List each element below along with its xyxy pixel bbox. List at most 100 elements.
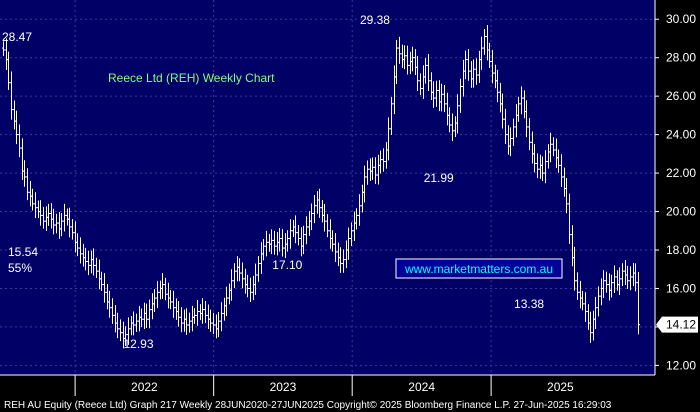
x-tick-label: 2022	[131, 380, 158, 394]
ohlc-bar	[552, 137, 555, 157]
ohlc-bar	[310, 203, 313, 231]
ohlc-bar	[549, 132, 552, 163]
ohlc-bar	[230, 269, 233, 301]
ohlc-bar	[467, 48, 470, 81]
ohlc-bar	[331, 230, 334, 252]
ohlc-bar	[209, 309, 212, 332]
annotation-label: 17.10	[272, 258, 302, 272]
ohlc-bar	[68, 207, 71, 238]
annotation-label: 15.54	[8, 245, 38, 259]
ohlc-bar	[573, 246, 576, 291]
ohlc-bar	[390, 97, 393, 135]
y-tick-label: 12.00	[666, 358, 696, 372]
ohlc-bar	[100, 271, 103, 291]
ohlc-bar	[350, 222, 353, 247]
ohlc-bar	[87, 250, 90, 276]
ohlc-bar	[60, 213, 63, 237]
ohlc-bar	[339, 247, 342, 273]
ohlc-bar	[347, 227, 350, 260]
ohlc-bar	[626, 265, 629, 289]
watermark-text[interactable]: www.marketmatters.com.au	[404, 262, 553, 276]
ohlc-bar	[544, 150, 547, 184]
ohlc-bar	[26, 168, 29, 201]
ohlc-bar	[47, 203, 50, 226]
last-price-marker: 14.12	[656, 316, 698, 333]
ohlc-bar	[233, 263, 236, 288]
ohlc-bar	[278, 228, 281, 252]
ohlc-bar	[581, 290, 584, 311]
annotation-label: 28.47	[2, 30, 32, 44]
ohlc-bar	[448, 107, 451, 133]
ohlc-bar	[406, 45, 409, 75]
ohlc-bar	[169, 289, 172, 310]
ohlc-bar	[31, 188, 34, 211]
ohlc-bar	[483, 28, 486, 55]
last-price-label: 14.12	[666, 318, 696, 332]
ohlc-bar	[427, 53, 430, 92]
gridlines	[0, 0, 655, 375]
ohlc-bar	[281, 229, 284, 257]
ohlc-bar	[395, 40, 398, 85]
ohlc-bar	[501, 93, 504, 129]
ohlc-bar	[140, 308, 143, 328]
ohlc-bar	[257, 255, 260, 282]
ohlc-bar	[382, 148, 385, 172]
annotation-label: 13.38	[514, 297, 544, 311]
ohlc-bar	[164, 277, 167, 301]
ohlc-bar	[613, 265, 616, 294]
y-tick-label: 24.00	[666, 128, 696, 142]
ohlc-bar	[602, 270, 605, 298]
y-tick-label: 20.00	[666, 205, 696, 219]
ohlc-bar	[297, 224, 300, 246]
ohlc-bar	[217, 311, 220, 338]
ohlc-bar	[379, 150, 382, 174]
ohlc-bar	[156, 281, 159, 309]
ohlc-bar	[286, 230, 289, 252]
ohlc-bar	[387, 117, 390, 161]
ohlc-bar	[456, 94, 459, 134]
ohlc-bar	[419, 73, 422, 96]
ohlc-bar	[435, 80, 438, 107]
ohlc-bar	[424, 58, 427, 84]
ohlc-bar	[212, 312, 215, 335]
ohlc-bar	[10, 71, 13, 120]
ohlc-bar	[238, 258, 241, 282]
y-tick-label: 28.00	[666, 51, 696, 65]
ohlc-bar	[416, 55, 419, 92]
ohlc-bar	[491, 50, 494, 84]
ohlc-bar	[533, 143, 536, 173]
ohlc-bar	[403, 45, 406, 70]
ohlc-bar	[220, 302, 223, 332]
ohlc-bar	[610, 274, 613, 298]
ohlc-bar	[318, 188, 321, 218]
x-axis: 2022 2023 2024 2025	[0, 374, 655, 396]
ohlc-bar	[34, 192, 37, 219]
ohlc-bar	[557, 149, 560, 173]
ohlc-bar	[366, 160, 369, 185]
ohlc-bar	[111, 298, 114, 324]
ohlc-bar	[459, 78, 462, 113]
ohlc-bar	[55, 213, 58, 234]
ohlc-bar	[124, 326, 127, 346]
ohlc-bar	[464, 50, 467, 80]
ohlc-bar	[432, 81, 435, 108]
y-tick-label: 22.00	[666, 166, 696, 180]
ohlc-bar	[135, 313, 138, 332]
ohlc-bar	[584, 292, 587, 322]
ohlc-bar	[358, 194, 361, 226]
ohlc-bar	[84, 247, 87, 271]
ohlc-bar	[634, 263, 637, 292]
ohlc-bar	[411, 46, 414, 72]
ohlc-bar	[148, 299, 151, 329]
watermark-box[interactable]: www.marketmatters.com.au	[395, 258, 563, 279]
x-tick-label: 2023	[270, 380, 297, 394]
ohlc-bar	[443, 85, 446, 113]
chart-title: Reece Ltd (REH) Weekly Chart	[108, 71, 275, 85]
ohlc-bar	[119, 319, 122, 342]
ohlc-bar	[597, 286, 600, 317]
ohlc-bar	[145, 303, 148, 329]
ohlc-bar	[153, 289, 156, 312]
ohlc-bar	[196, 300, 199, 326]
ohlc-bar	[241, 262, 244, 289]
